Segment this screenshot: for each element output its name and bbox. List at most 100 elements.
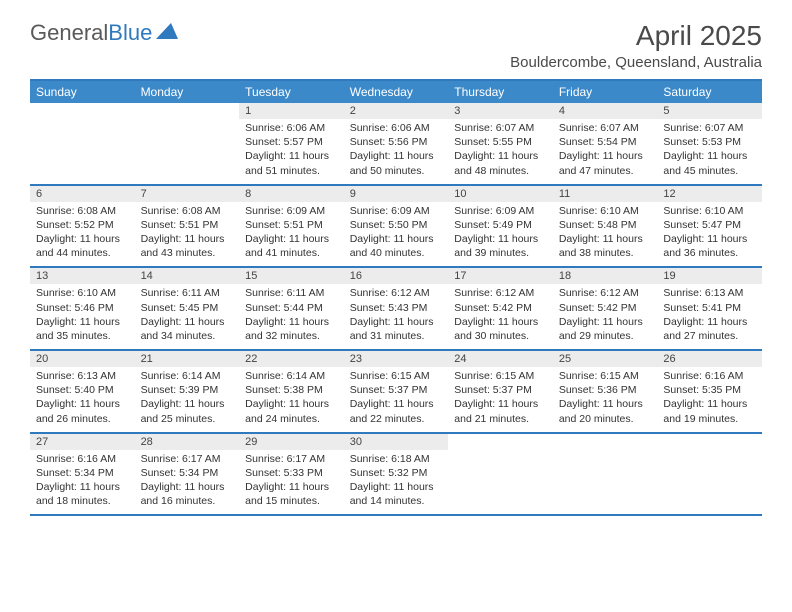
calendar-grid: 1Sunrise: 6:06 AMSunset: 5:57 PMDaylight…: [30, 103, 762, 516]
sunset-text: Sunset: 5:57 PM: [245, 135, 338, 149]
day-cell: [30, 103, 135, 184]
sunset-text: Sunset: 5:42 PM: [454, 301, 547, 315]
daylight-text-1: Daylight: 11 hours: [245, 232, 338, 246]
day-body: Sunrise: 6:09 AMSunset: 5:51 PMDaylight:…: [239, 202, 344, 267]
daylight-text-2: and 47 minutes.: [559, 164, 652, 178]
daylight-text-2: and 32 minutes.: [245, 329, 338, 343]
day-body: Sunrise: 6:13 AMSunset: 5:40 PMDaylight:…: [30, 367, 135, 432]
day-number: 26: [657, 351, 762, 367]
day-body: Sunrise: 6:11 AMSunset: 5:44 PMDaylight:…: [239, 284, 344, 349]
day-body: Sunrise: 6:12 AMSunset: 5:43 PMDaylight:…: [344, 284, 449, 349]
daylight-text-2: and 51 minutes.: [245, 164, 338, 178]
day-cell: [657, 434, 762, 515]
daylight-text-2: and 41 minutes.: [245, 246, 338, 260]
day-cell: 29Sunrise: 6:17 AMSunset: 5:33 PMDayligh…: [239, 434, 344, 515]
day-number: 30: [344, 434, 449, 450]
day-number: 11: [553, 186, 658, 202]
day-number: 1: [239, 103, 344, 119]
daylight-text-2: and 31 minutes.: [350, 329, 443, 343]
day-body: Sunrise: 6:09 AMSunset: 5:49 PMDaylight:…: [448, 202, 553, 267]
daylight-text-1: Daylight: 11 hours: [245, 397, 338, 411]
day-body: Sunrise: 6:18 AMSunset: 5:32 PMDaylight:…: [344, 450, 449, 515]
day-body: Sunrise: 6:17 AMSunset: 5:33 PMDaylight:…: [239, 450, 344, 515]
day-body: Sunrise: 6:15 AMSunset: 5:36 PMDaylight:…: [553, 367, 658, 432]
day-cell: 18Sunrise: 6:12 AMSunset: 5:42 PMDayligh…: [553, 268, 658, 349]
daylight-text-2: and 25 minutes.: [141, 412, 234, 426]
sunset-text: Sunset: 5:41 PM: [663, 301, 756, 315]
daylight-text-1: Daylight: 11 hours: [663, 149, 756, 163]
day-cell: 22Sunrise: 6:14 AMSunset: 5:38 PMDayligh…: [239, 351, 344, 432]
day-number: [448, 434, 553, 452]
day-body: Sunrise: 6:14 AMSunset: 5:38 PMDaylight:…: [239, 367, 344, 432]
month-title: April 2025: [510, 20, 762, 52]
day-body: Sunrise: 6:07 AMSunset: 5:53 PMDaylight:…: [657, 119, 762, 184]
daylight-text-1: Daylight: 11 hours: [350, 480, 443, 494]
sunset-text: Sunset: 5:56 PM: [350, 135, 443, 149]
daylight-text-2: and 22 minutes.: [350, 412, 443, 426]
day-body: Sunrise: 6:10 AMSunset: 5:47 PMDaylight:…: [657, 202, 762, 267]
location-text: Bouldercombe, Queensland, Australia: [510, 54, 762, 71]
daylight-text-2: and 38 minutes.: [559, 246, 652, 260]
calendar-page: GeneralBlue April 2025 Bouldercombe, Que…: [0, 0, 792, 536]
day-body: [553, 452, 658, 510]
day-cell: 21Sunrise: 6:14 AMSunset: 5:39 PMDayligh…: [135, 351, 240, 432]
sunset-text: Sunset: 5:50 PM: [350, 218, 443, 232]
day-cell: 25Sunrise: 6:15 AMSunset: 5:36 PMDayligh…: [553, 351, 658, 432]
day-cell: 7Sunrise: 6:08 AMSunset: 5:51 PMDaylight…: [135, 186, 240, 267]
daylight-text-2: and 15 minutes.: [245, 494, 338, 508]
day-number: 12: [657, 186, 762, 202]
daylight-text-2: and 27 minutes.: [663, 329, 756, 343]
day-cell: 23Sunrise: 6:15 AMSunset: 5:37 PMDayligh…: [344, 351, 449, 432]
sunrise-text: Sunrise: 6:10 AM: [559, 204, 652, 218]
day-body: Sunrise: 6:15 AMSunset: 5:37 PMDaylight:…: [448, 367, 553, 432]
day-body: Sunrise: 6:09 AMSunset: 5:50 PMDaylight:…: [344, 202, 449, 267]
day-cell: 2Sunrise: 6:06 AMSunset: 5:56 PMDaylight…: [344, 103, 449, 184]
day-body: Sunrise: 6:08 AMSunset: 5:52 PMDaylight:…: [30, 202, 135, 267]
daylight-text-1: Daylight: 11 hours: [663, 315, 756, 329]
daylight-text-1: Daylight: 11 hours: [663, 232, 756, 246]
sunset-text: Sunset: 5:52 PM: [36, 218, 129, 232]
day-cell: 11Sunrise: 6:10 AMSunset: 5:48 PMDayligh…: [553, 186, 658, 267]
sunset-text: Sunset: 5:43 PM: [350, 301, 443, 315]
weekday-friday: Friday: [553, 81, 658, 103]
sunset-text: Sunset: 5:33 PM: [245, 466, 338, 480]
day-number: 7: [135, 186, 240, 202]
sunrise-text: Sunrise: 6:07 AM: [663, 121, 756, 135]
day-cell: 26Sunrise: 6:16 AMSunset: 5:35 PMDayligh…: [657, 351, 762, 432]
day-cell: 17Sunrise: 6:12 AMSunset: 5:42 PMDayligh…: [448, 268, 553, 349]
day-cell: 20Sunrise: 6:13 AMSunset: 5:40 PMDayligh…: [30, 351, 135, 432]
sunset-text: Sunset: 5:44 PM: [245, 301, 338, 315]
day-cell: 15Sunrise: 6:11 AMSunset: 5:44 PMDayligh…: [239, 268, 344, 349]
day-cell: 3Sunrise: 6:07 AMSunset: 5:55 PMDaylight…: [448, 103, 553, 184]
sunrise-text: Sunrise: 6:14 AM: [141, 369, 234, 383]
daylight-text-2: and 48 minutes.: [454, 164, 547, 178]
day-number: 29: [239, 434, 344, 450]
daylight-text-2: and 18 minutes.: [36, 494, 129, 508]
weekday-monday: Monday: [135, 81, 240, 103]
day-body: Sunrise: 6:13 AMSunset: 5:41 PMDaylight:…: [657, 284, 762, 349]
day-body: Sunrise: 6:16 AMSunset: 5:35 PMDaylight:…: [657, 367, 762, 432]
sunset-text: Sunset: 5:48 PM: [559, 218, 652, 232]
day-body: Sunrise: 6:10 AMSunset: 5:46 PMDaylight:…: [30, 284, 135, 349]
daylight-text-1: Daylight: 11 hours: [454, 315, 547, 329]
day-cell: 5Sunrise: 6:07 AMSunset: 5:53 PMDaylight…: [657, 103, 762, 184]
daylight-text-2: and 30 minutes.: [454, 329, 547, 343]
day-cell: 27Sunrise: 6:16 AMSunset: 5:34 PMDayligh…: [30, 434, 135, 515]
daylight-text-2: and 14 minutes.: [350, 494, 443, 508]
day-number: [30, 103, 135, 121]
sunrise-text: Sunrise: 6:12 AM: [559, 286, 652, 300]
daylight-text-1: Daylight: 11 hours: [559, 397, 652, 411]
sunrise-text: Sunrise: 6:16 AM: [36, 452, 129, 466]
daylight-text-1: Daylight: 11 hours: [454, 149, 547, 163]
daylight-text-1: Daylight: 11 hours: [454, 232, 547, 246]
daylight-text-1: Daylight: 11 hours: [663, 397, 756, 411]
sunset-text: Sunset: 5:38 PM: [245, 383, 338, 397]
sunset-text: Sunset: 5:37 PM: [350, 383, 443, 397]
logo-text: GeneralBlue: [30, 20, 152, 46]
day-body: Sunrise: 6:06 AMSunset: 5:56 PMDaylight:…: [344, 119, 449, 184]
daylight-text-1: Daylight: 11 hours: [141, 480, 234, 494]
day-number: 17: [448, 268, 553, 284]
day-number: 3: [448, 103, 553, 119]
logo-text-1: General: [30, 20, 108, 45]
day-number: [657, 434, 762, 452]
